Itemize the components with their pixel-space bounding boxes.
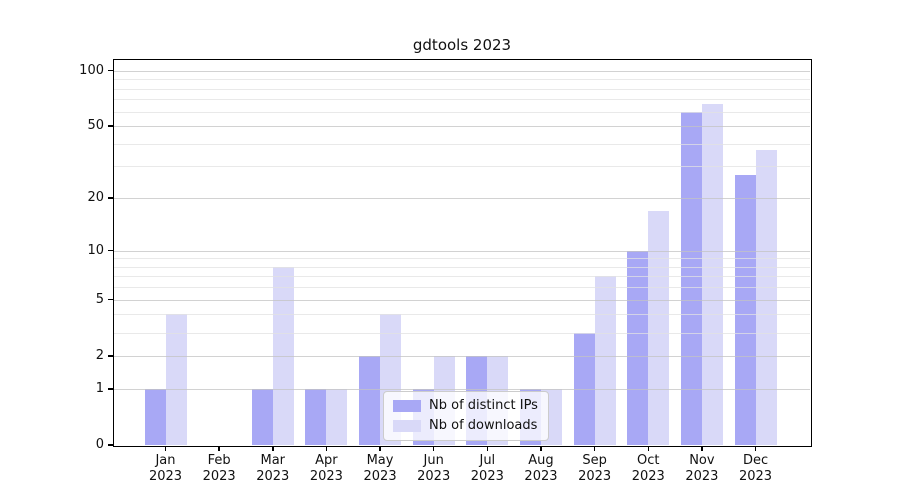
x-tick-label-year: 2023 — [685, 469, 719, 484]
bar-ips-mar-2023 — [251, 388, 273, 445]
x-axis-tick — [272, 446, 274, 451]
x-tick-label: Jun 2023 — [398, 453, 470, 485]
x-tick-label: Nov 2023 — [666, 453, 738, 485]
legend-item-downloads: Nb of downloads — [393, 418, 538, 434]
legend-label-ips: Nb of distinct IPs — [429, 398, 538, 413]
y-axis-tick — [108, 444, 114, 446]
x-tick-label-year: 2023 — [470, 469, 504, 484]
y-tick-label: 5 — [95, 291, 104, 307]
y-tick-label: 0 — [95, 437, 104, 452]
y-axis-tick — [108, 388, 114, 390]
x-tick-label: Sep 2023 — [559, 453, 631, 485]
x-axis-tick — [379, 446, 381, 451]
x-tick-label: Aug 2023 — [505, 453, 577, 485]
legend-swatch-downloads-icon — [393, 420, 421, 432]
gridline-major — [114, 198, 810, 200]
gridline-minor — [114, 79, 810, 81]
gridline-minor — [114, 332, 810, 334]
x-tick-label-year: 2023 — [363, 469, 397, 484]
gridline-major — [114, 70, 810, 72]
bar-downloads-sep-2023 — [594, 276, 616, 445]
bar-downloads-nov-2023 — [701, 103, 723, 445]
y-tick-label: 50 — [87, 118, 104, 134]
gridline-minor — [114, 287, 810, 289]
legend-label-downloads: Nb of downloads — [429, 418, 538, 433]
x-axis-tick — [754, 446, 757, 451]
y-tick-label: 10 — [87, 242, 104, 258]
y-tick-label: 100 — [79, 62, 104, 78]
x-tick-label: Jan 2023 — [130, 453, 202, 485]
bar-downloads-jan-2023 — [165, 314, 187, 445]
x-axis-tick — [325, 446, 328, 451]
legend-item-distinct-ips: Nb of distinct IPs — [393, 398, 538, 414]
x-axis-tick — [164, 446, 167, 451]
x-axis-tick — [432, 446, 435, 451]
x-tick-label: Oct 2023 — [612, 453, 684, 485]
y-axis-tick — [108, 69, 114, 72]
x-tick-label: Jul 2023 — [451, 453, 523, 485]
gridline-minor — [114, 143, 810, 145]
bar-downloads-oct-2023 — [648, 210, 670, 445]
bar-downloads-apr-2023 — [326, 388, 348, 445]
legend: Nb of distinct IPs Nb of downloads — [383, 391, 549, 441]
x-tick-label: Dec 2023 — [720, 453, 792, 485]
y-axis-tick — [108, 249, 114, 252]
bar-ips-apr-2023 — [305, 388, 327, 445]
x-axis-tick — [486, 446, 489, 451]
bar-downloads-dec-2023 — [755, 149, 777, 445]
x-axis-tick — [593, 446, 596, 451]
gridline-minor — [114, 99, 810, 101]
gridline-major — [114, 126, 810, 128]
ticks-layer: 100 50 20 10 5 2 1 0 Jan 2023 Feb 2023 Mar 2023 Apr 202… — [79, 60, 810, 484]
x-axis-tick — [647, 446, 649, 451]
x-axis-tick — [218, 446, 220, 451]
x-tick-label-year: 2023 — [202, 469, 236, 484]
y-axis-tick — [108, 298, 114, 301]
x-tick-label: Mar 2023 — [237, 453, 309, 485]
bar-ips-dec-2023 — [734, 174, 756, 445]
y-axis-tick — [108, 197, 114, 199]
x-tick-label-year: 2023 — [524, 469, 558, 484]
gridline-minor — [114, 88, 810, 90]
gridline-minor — [114, 111, 810, 113]
x-tick-label: Apr 2023 — [290, 453, 362, 485]
legend-swatch-ips-icon — [393, 400, 421, 412]
x-tick-label-year: 2023 — [256, 469, 290, 484]
gridline-major — [114, 299, 810, 301]
x-tick-label-year: 2023 — [309, 469, 343, 484]
x-tick-label-year: 2023 — [738, 469, 773, 484]
x-axis-tick — [701, 446, 703, 451]
gridline-major — [114, 388, 810, 390]
chart-title: gdtools 2023 — [412, 36, 512, 54]
bar-ips-jan-2023 — [144, 388, 166, 445]
x-tick-label-year: 2023 — [631, 469, 665, 484]
bar-ips-nov-2023 — [680, 111, 702, 445]
y-axis-tick — [108, 355, 114, 357]
bar-ips-sep-2023 — [573, 332, 595, 445]
y-axis-tick — [108, 125, 114, 127]
gridline-minor — [114, 166, 810, 168]
gridline-minor — [114, 266, 810, 268]
x-tick-label: Feb 2023 — [183, 453, 255, 485]
x-tick-label-year: 2023 — [417, 469, 451, 484]
gridline-minor — [114, 276, 810, 278]
gridline-major — [114, 355, 810, 357]
y-tick-label: 2 — [95, 347, 104, 363]
gridline-minor — [114, 314, 810, 316]
x-tick-label-year: 2023 — [148, 469, 183, 484]
x-axis-tick — [540, 446, 542, 451]
y-tick-label: 20 — [87, 190, 104, 206]
x-tick-label: May 2023 — [344, 453, 416, 485]
y-tick-label: 1 — [95, 380, 104, 396]
gridline-minor — [114, 258, 810, 260]
bar-ips-oct-2023 — [627, 250, 649, 445]
gridline-major — [114, 250, 810, 252]
x-tick-label-year: 2023 — [578, 469, 612, 484]
plot-area: 100 50 20 10 5 2 1 0 Jan 2023 Feb 2023 Mar 2023 Apr 202… — [79, 58, 812, 484]
grid-layer — [114, 60, 810, 445]
bar-ips-may-2023 — [359, 355, 381, 445]
